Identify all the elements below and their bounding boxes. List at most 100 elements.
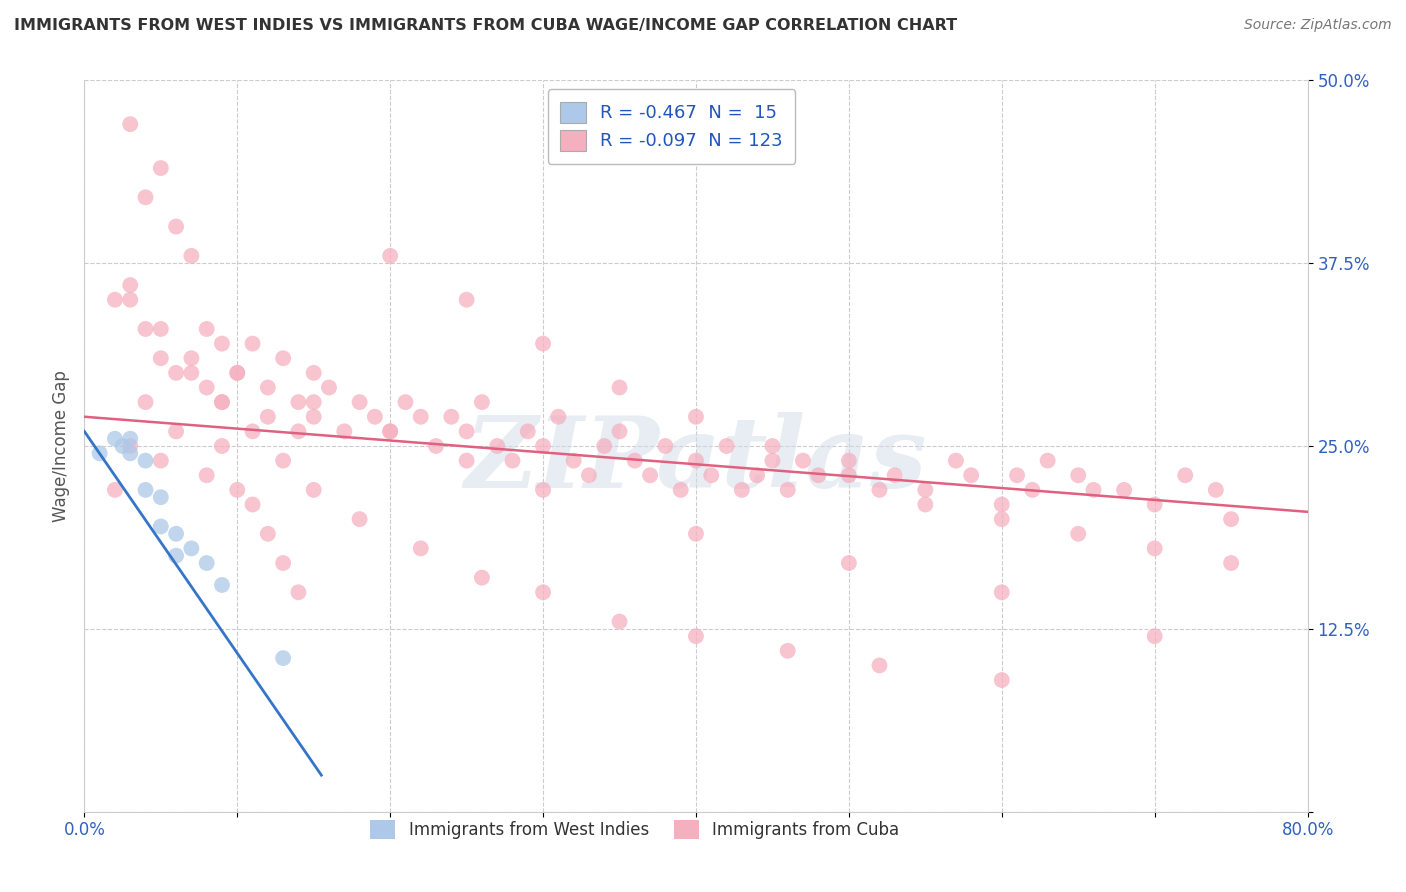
Point bbox=[440, 409, 463, 424]
Point bbox=[838, 453, 860, 467]
Point bbox=[380, 425, 402, 439]
Point bbox=[486, 439, 509, 453]
Point bbox=[409, 409, 432, 424]
Point bbox=[287, 425, 309, 439]
Point bbox=[685, 409, 707, 424]
Point bbox=[502, 453, 524, 467]
Point bbox=[1083, 483, 1105, 497]
Point bbox=[149, 322, 172, 336]
Point bbox=[364, 409, 387, 424]
Point bbox=[1114, 483, 1136, 497]
Point bbox=[135, 483, 157, 497]
Point bbox=[135, 190, 157, 204]
Point bbox=[425, 439, 447, 453]
Point bbox=[394, 395, 416, 409]
Point bbox=[609, 380, 631, 394]
Point bbox=[654, 439, 676, 453]
Point bbox=[104, 432, 127, 446]
Point bbox=[624, 453, 647, 467]
Point bbox=[195, 468, 218, 483]
Point bbox=[531, 483, 554, 497]
Point bbox=[226, 366, 249, 380]
Point bbox=[531, 336, 554, 351]
Point bbox=[120, 446, 142, 460]
Point bbox=[838, 468, 860, 483]
Point bbox=[135, 395, 157, 409]
Point bbox=[960, 468, 983, 483]
Point bbox=[945, 453, 967, 467]
Point bbox=[776, 483, 799, 497]
Y-axis label: Wage/Income Gap: Wage/Income Gap bbox=[52, 370, 70, 522]
Point bbox=[838, 556, 860, 570]
Point bbox=[747, 468, 769, 483]
Point bbox=[271, 651, 294, 665]
Point bbox=[807, 468, 830, 483]
Point bbox=[456, 453, 478, 467]
Point bbox=[211, 578, 233, 592]
Point bbox=[578, 468, 600, 483]
Legend: Immigrants from West Indies, Immigrants from Cuba: Immigrants from West Indies, Immigrants … bbox=[361, 812, 908, 847]
Point bbox=[380, 249, 402, 263]
Point bbox=[731, 483, 754, 497]
Point bbox=[609, 615, 631, 629]
Point bbox=[135, 322, 157, 336]
Point bbox=[991, 585, 1014, 599]
Point bbox=[257, 409, 280, 424]
Point bbox=[883, 468, 905, 483]
Point bbox=[685, 526, 707, 541]
Point bbox=[333, 425, 356, 439]
Point bbox=[531, 585, 554, 599]
Point bbox=[149, 519, 172, 533]
Point bbox=[104, 293, 127, 307]
Point bbox=[456, 293, 478, 307]
Point bbox=[1067, 468, 1090, 483]
Text: IMMIGRANTS FROM WEST INDIES VS IMMIGRANTS FROM CUBA WAGE/INCOME GAP CORRELATION : IMMIGRANTS FROM WEST INDIES VS IMMIGRANT… bbox=[14, 18, 957, 33]
Point bbox=[991, 673, 1014, 687]
Point bbox=[195, 556, 218, 570]
Text: ZIPatlas: ZIPatlas bbox=[465, 412, 927, 508]
Point bbox=[1205, 483, 1227, 497]
Point bbox=[302, 483, 325, 497]
Point bbox=[165, 366, 187, 380]
Point bbox=[869, 483, 891, 497]
Point bbox=[700, 468, 723, 483]
Point bbox=[761, 453, 783, 467]
Point bbox=[349, 512, 371, 526]
Point bbox=[257, 380, 280, 394]
Point bbox=[149, 490, 172, 504]
Point bbox=[685, 453, 707, 467]
Point bbox=[609, 425, 631, 439]
Point bbox=[685, 629, 707, 643]
Point bbox=[1067, 526, 1090, 541]
Point bbox=[302, 366, 325, 380]
Point bbox=[761, 439, 783, 453]
Point bbox=[149, 351, 172, 366]
Point bbox=[211, 336, 233, 351]
Point bbox=[165, 425, 187, 439]
Point bbox=[226, 366, 249, 380]
Point bbox=[456, 425, 478, 439]
Point bbox=[991, 498, 1014, 512]
Point bbox=[104, 483, 127, 497]
Point bbox=[257, 526, 280, 541]
Point bbox=[302, 395, 325, 409]
Point bbox=[593, 439, 616, 453]
Point bbox=[195, 322, 218, 336]
Point bbox=[1005, 468, 1028, 483]
Point bbox=[516, 425, 538, 439]
Point bbox=[287, 395, 309, 409]
Point bbox=[180, 351, 202, 366]
Point bbox=[180, 366, 202, 380]
Point bbox=[211, 395, 233, 409]
Point bbox=[409, 541, 432, 556]
Text: Source: ZipAtlas.com: Source: ZipAtlas.com bbox=[1244, 18, 1392, 32]
Point bbox=[242, 498, 264, 512]
Point bbox=[1143, 541, 1166, 556]
Point bbox=[792, 453, 814, 467]
Point bbox=[287, 585, 309, 599]
Point bbox=[226, 483, 249, 497]
Point bbox=[120, 439, 142, 453]
Point bbox=[380, 425, 402, 439]
Point bbox=[120, 432, 142, 446]
Point bbox=[349, 395, 371, 409]
